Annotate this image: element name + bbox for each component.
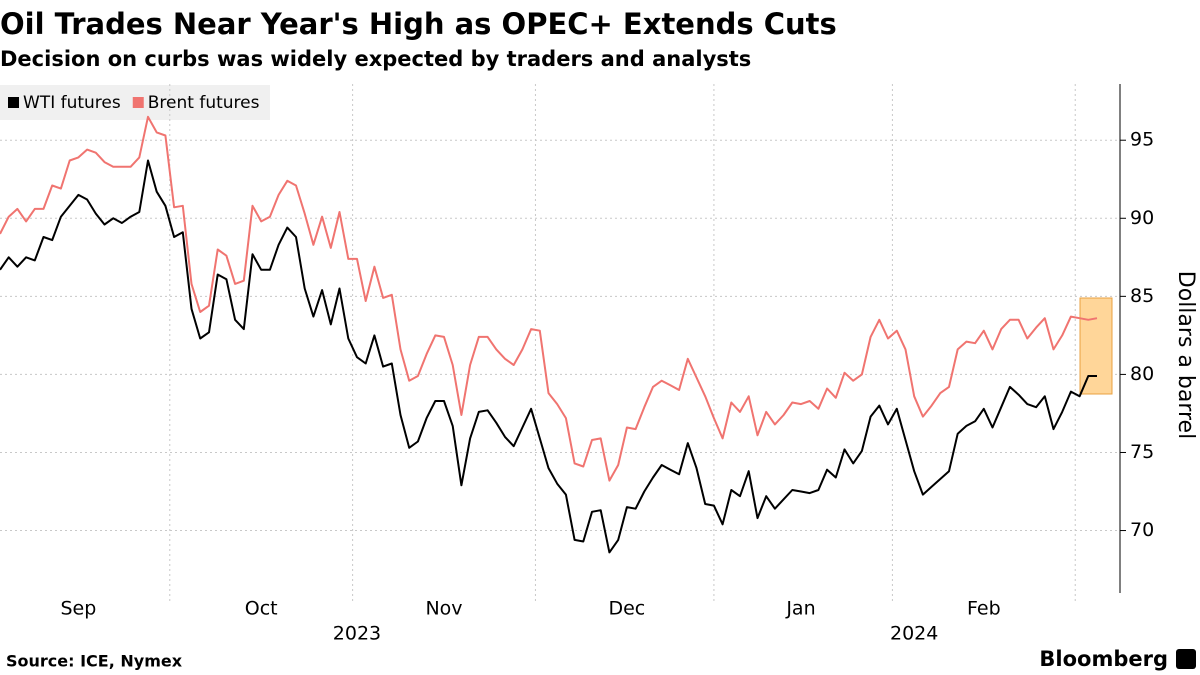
brand-icon xyxy=(1176,649,1196,669)
x-tick-label: Jan xyxy=(785,598,815,620)
x-tick-label: Dec xyxy=(608,598,645,620)
y-tick-label: 85 xyxy=(1130,285,1154,307)
y-axis-title: Dollars a barrel xyxy=(1173,271,1198,439)
line-series xyxy=(0,159,1097,554)
source: Source: ICE, Nymex xyxy=(6,652,183,671)
y-tick-label: 70 xyxy=(1130,519,1154,541)
y-tick-label: 80 xyxy=(1130,363,1154,385)
x-tick-label: Sep xyxy=(60,598,96,620)
line-series xyxy=(0,115,1098,482)
y-tick-label: 95 xyxy=(1130,129,1154,151)
y-tick-label: 75 xyxy=(1130,441,1154,463)
chart-title: Oil Trades Near Year's High as OPEC+ Ext… xyxy=(0,7,837,41)
chart-subtitle: Decision on curbs was widely expected by… xyxy=(0,47,751,71)
x-tick-label: Feb xyxy=(967,598,1001,620)
x-tick-label: Nov xyxy=(425,598,462,620)
x-year-label: 2024 xyxy=(890,623,938,645)
highlight-box xyxy=(1079,297,1113,395)
brand: Bloomberg xyxy=(1039,647,1168,671)
legend-swatch xyxy=(132,97,144,108)
legend-swatch xyxy=(8,97,19,108)
x-year-label: 2023 xyxy=(333,623,381,645)
legend-label: WTI futures xyxy=(23,93,121,113)
y-tick-label: 90 xyxy=(1130,207,1154,229)
legend-label: Brent futures xyxy=(148,93,260,113)
x-tick-label: Oct xyxy=(245,598,278,620)
